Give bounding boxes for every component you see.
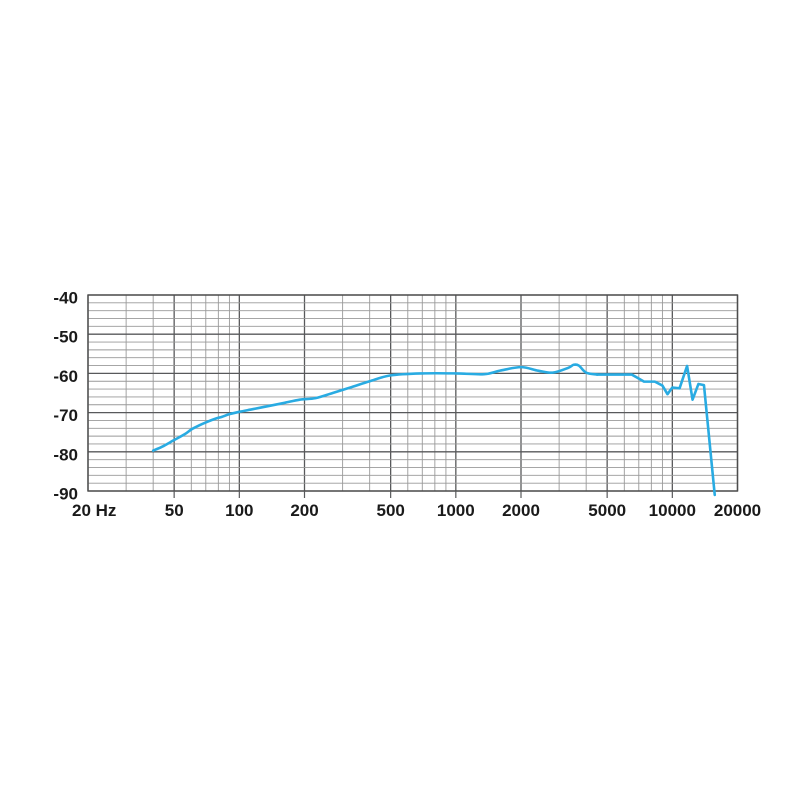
svg-text:20 Hz: 20 Hz [72, 501, 116, 520]
svg-text:200: 200 [290, 501, 318, 520]
svg-text:20000: 20000 [714, 501, 761, 520]
svg-text:2000: 2000 [502, 501, 540, 520]
svg-text:5000: 5000 [588, 501, 626, 520]
svg-text:50: 50 [165, 501, 184, 520]
svg-text:-50: -50 [53, 328, 78, 347]
svg-text:500: 500 [377, 501, 405, 520]
svg-text:-70: -70 [53, 406, 78, 425]
svg-text:10000: 10000 [649, 501, 696, 520]
svg-text:1000: 1000 [437, 501, 475, 520]
svg-text:100: 100 [225, 501, 253, 520]
svg-text:-80: -80 [53, 445, 78, 464]
svg-text:-40: -40 [53, 289, 78, 308]
svg-text:-60: -60 [53, 367, 78, 386]
